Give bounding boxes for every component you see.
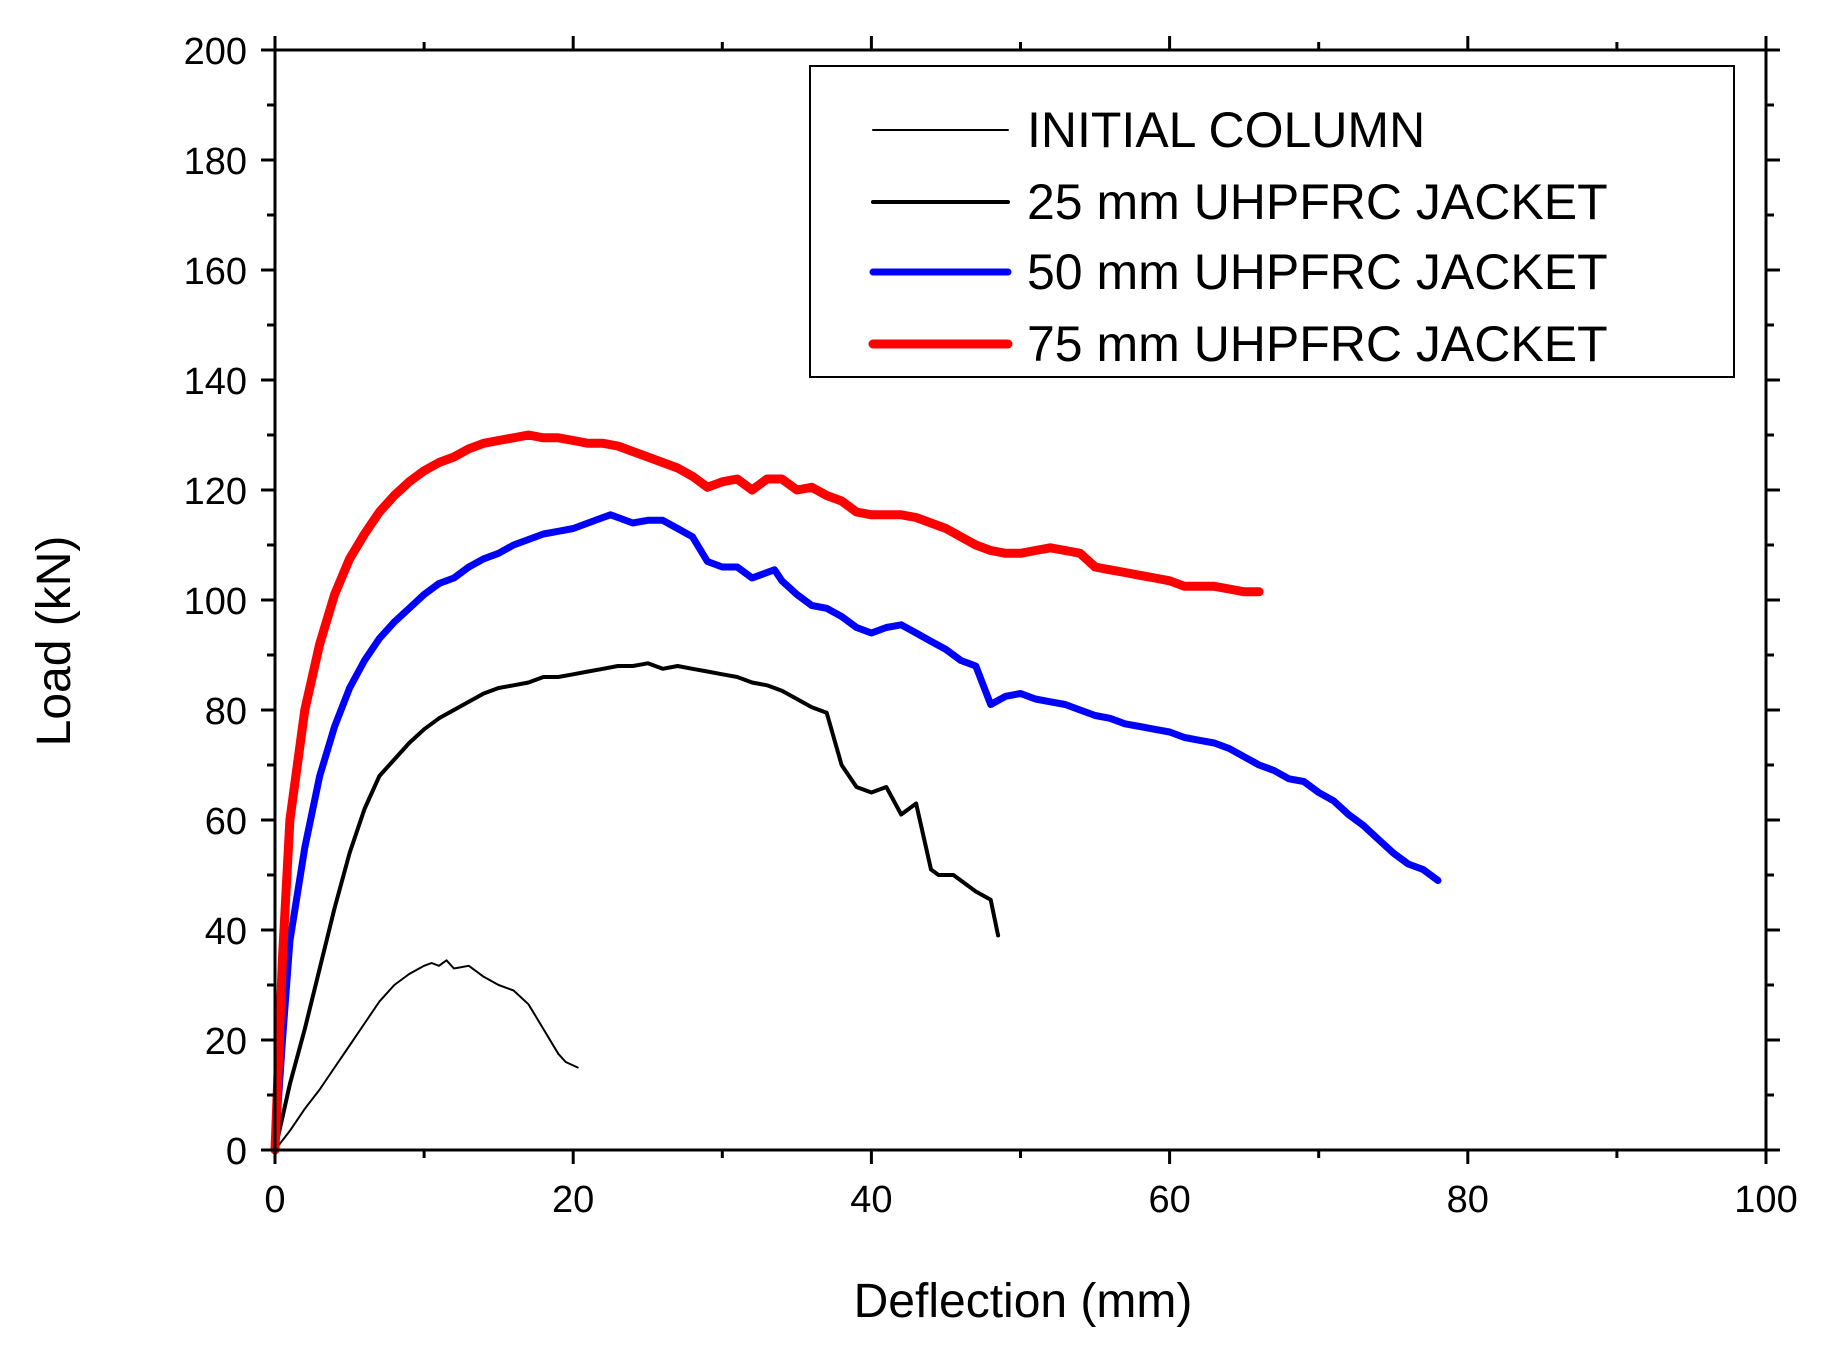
y-tick-label: 200 (184, 31, 247, 73)
x-tick-label: 0 (264, 1179, 285, 1221)
series-line-3 (271, 511, 1442, 1154)
ticks-layer: 0 20 40 60 80 100 0 20 40 60 80 100 120 140 160 180 200 (184, 31, 1798, 1221)
y-tick-label: 20 (205, 1021, 247, 1063)
y-axis-title: Load (kN) (28, 536, 81, 747)
series-line-4 (270, 430, 1264, 1155)
y-tick-label: 140 (184, 361, 247, 403)
x-axis-title: Deflection (mm) (854, 1275, 1193, 1328)
y-tick-label: 0 (226, 1131, 247, 1173)
legend-box (809, 65, 1735, 378)
legend-label-3: 50 mm UHPFRC JACKET (1027, 244, 1608, 300)
y-tick-label: 60 (205, 801, 247, 843)
x-tick-label: 40 (850, 1179, 892, 1221)
x-tick-label: 20 (552, 1179, 594, 1221)
legend-label-1: INITIAL COLUMN (1027, 102, 1425, 158)
y-tick-label: 100 (184, 581, 247, 623)
series-line-2 (273, 661, 1001, 1152)
legend-label-4: 75 mm UHPFRC JACKET (1027, 316, 1608, 372)
x-tick-label: 100 (1734, 1179, 1797, 1221)
series-layer (270, 430, 1442, 1155)
legend-items: INITIAL COLUMN 25 mm UHPFRC JACKET 50 mm U… (868, 102, 1608, 372)
y-tick-label: 180 (184, 141, 247, 183)
legend: INITIAL COLUMN 25 mm UHPFRC JACKET 50 mm U… (809, 65, 1735, 378)
y-tick-label: 40 (205, 911, 247, 953)
x-tick-label: 80 (1447, 1179, 1489, 1221)
y-tick-label: 160 (184, 251, 247, 293)
x-tick-label: 60 (1148, 1179, 1190, 1221)
y-tick-label: 120 (184, 471, 247, 513)
y-tick-label: 80 (205, 691, 247, 733)
legend-label-2: 25 mm UHPFRC JACKET (1027, 174, 1608, 230)
series-line-1 (274, 959, 579, 1151)
